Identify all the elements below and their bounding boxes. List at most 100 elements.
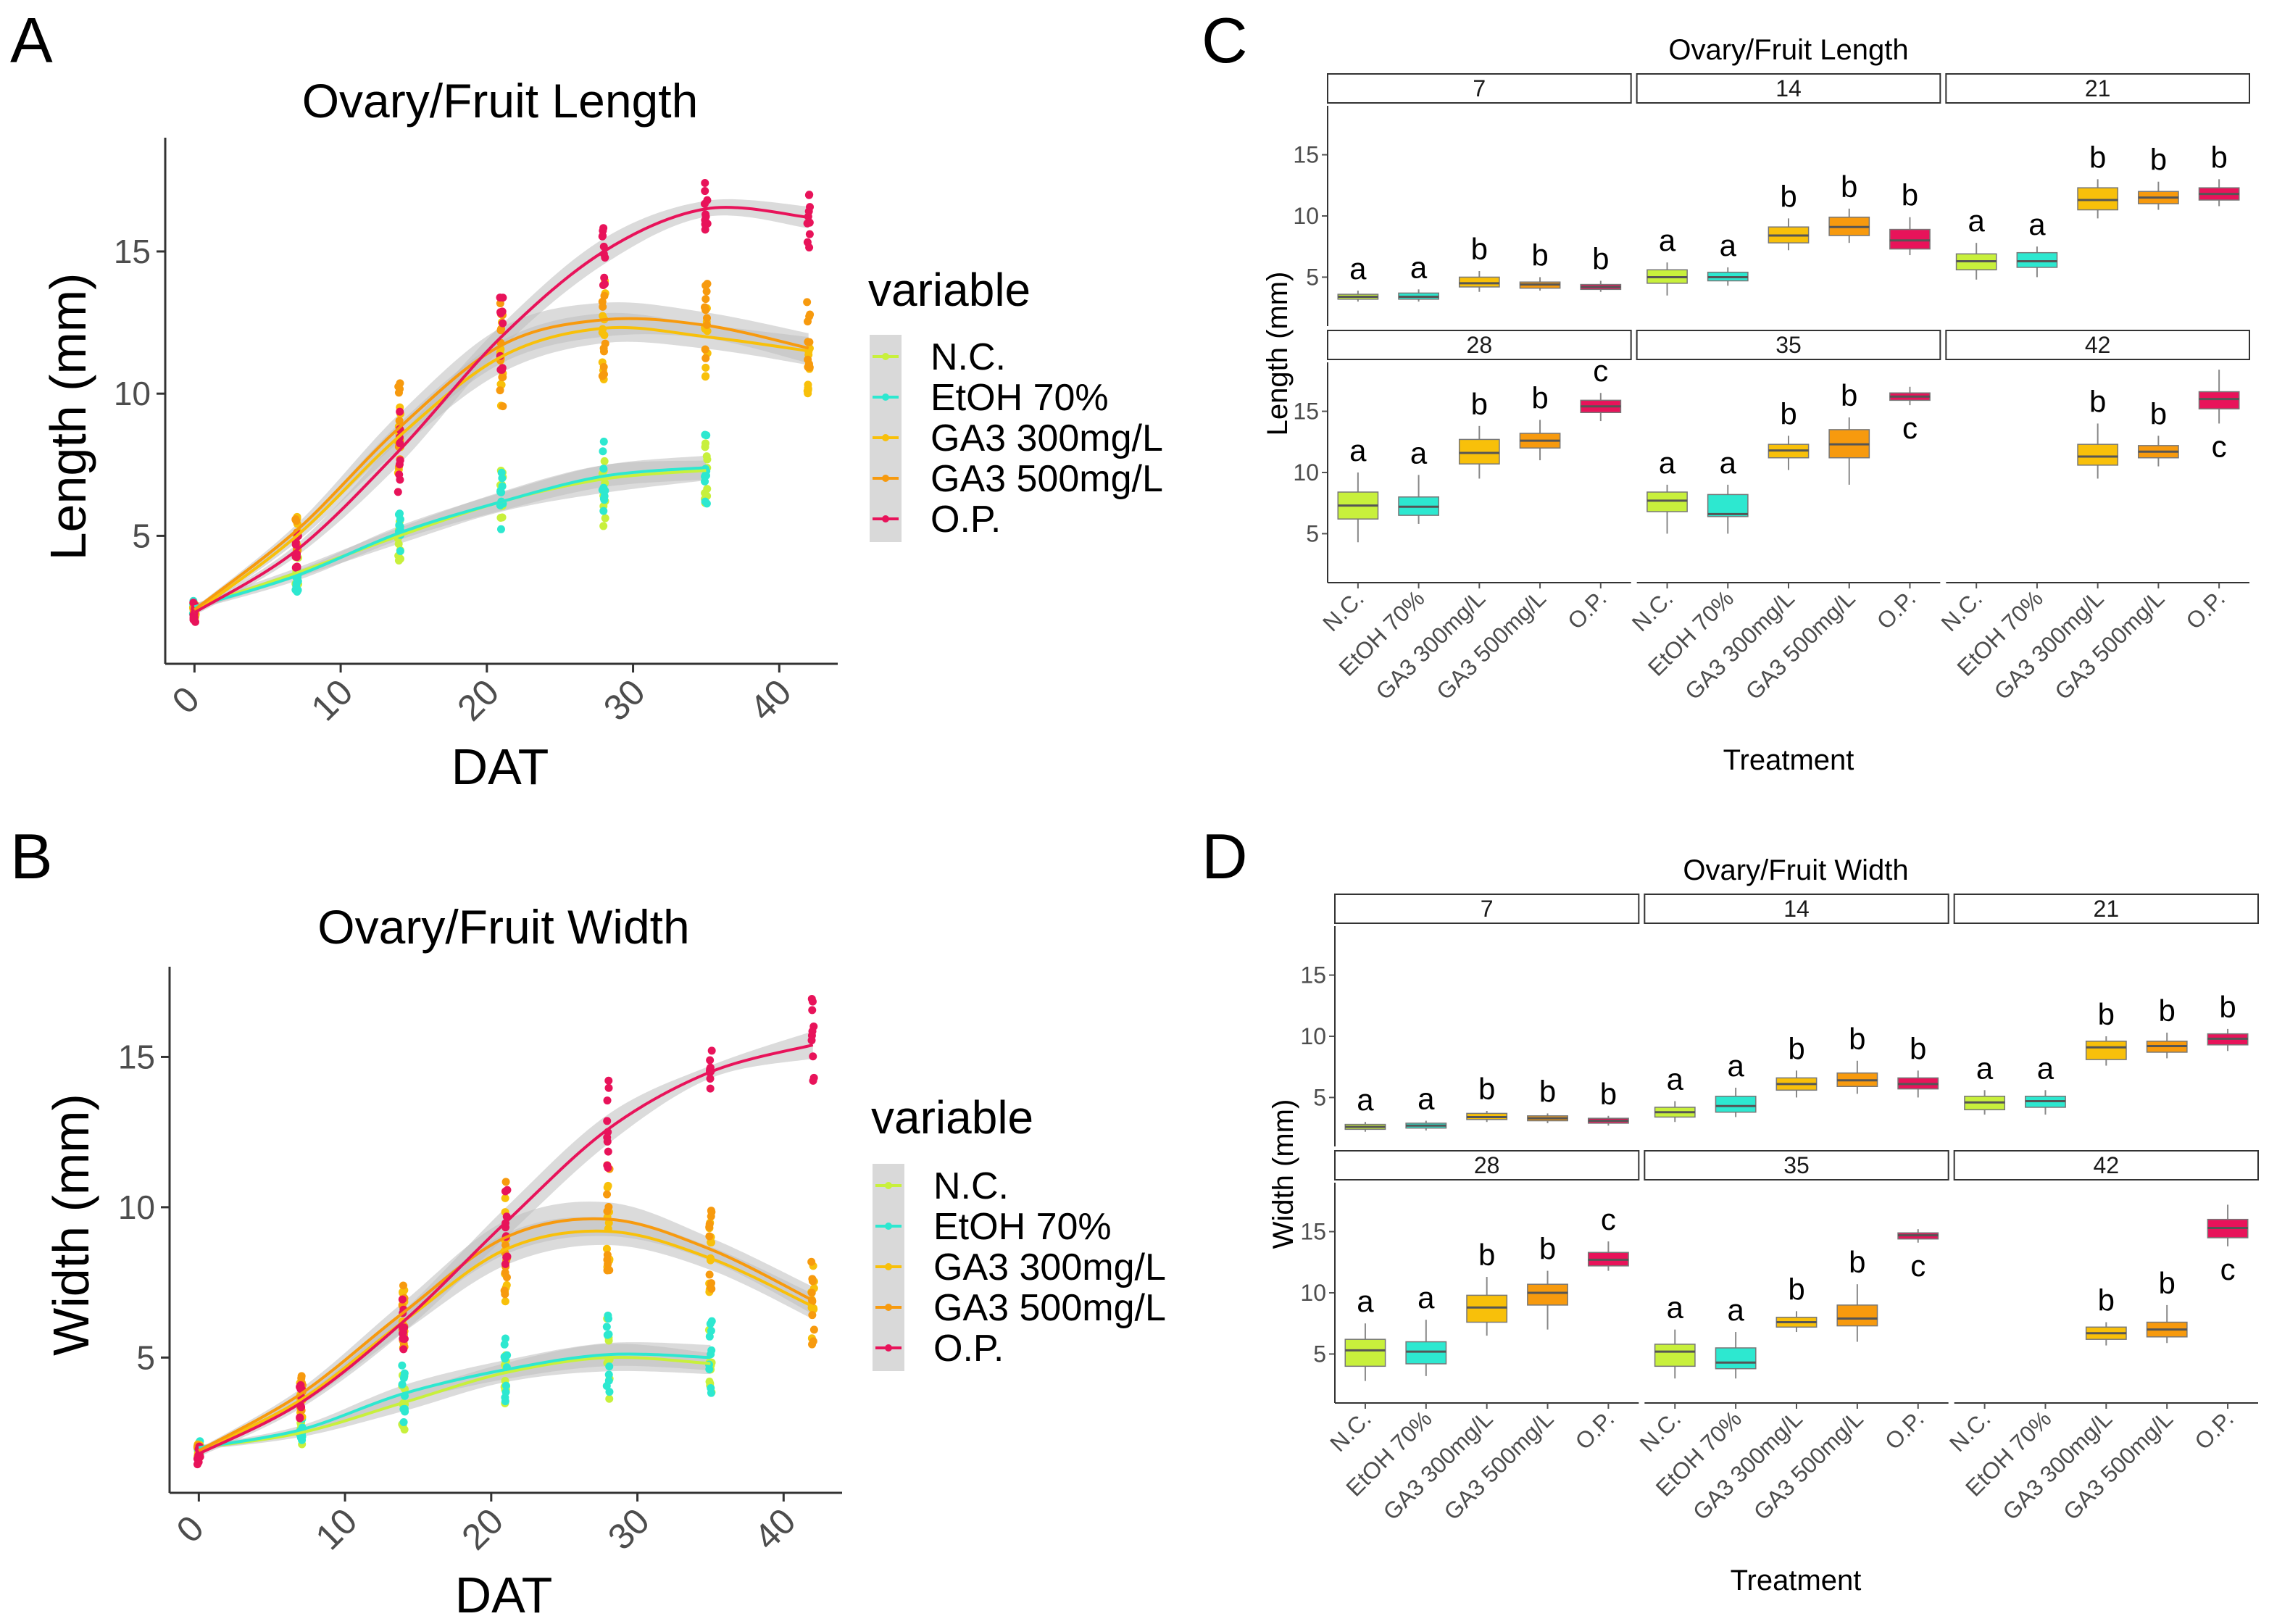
panel-a-point-ga3-300mg-l bbox=[600, 330, 609, 339]
significance-letter-ga3-300mg-l: b bbox=[1478, 1072, 1495, 1106]
panel-a-point-etoh-70 bbox=[496, 525, 505, 533]
panel-b-point-ga3-500mg-l bbox=[399, 1281, 407, 1290]
panel-a-point-o-p bbox=[396, 407, 404, 416]
significance-letter-o-p: c bbox=[2212, 429, 2227, 463]
panel-b-point-ga3-500mg-l bbox=[707, 1279, 716, 1288]
panel-b-point-ga3-500mg-l bbox=[807, 1257, 816, 1266]
panel-b-point-o-p bbox=[807, 1036, 816, 1045]
significance-letter-ga3-500mg-l: b bbox=[2159, 1266, 2176, 1300]
panel-b-title: Ovary/Fruit Width bbox=[317, 900, 689, 954]
facet-xtick-label: O.P. bbox=[1570, 1405, 1620, 1454]
panel-b-point-ga3-500mg-l bbox=[707, 1208, 716, 1217]
panel-a-point-ga3-500mg-l bbox=[394, 388, 403, 397]
panel-a-point-etoh-70 bbox=[498, 474, 507, 483]
panel-a-point-o-p bbox=[190, 613, 199, 622]
facet-ytick-label: 15 bbox=[1293, 399, 1319, 425]
panel-b-point-etoh-70 bbox=[705, 1332, 714, 1341]
significance-letter-etoh-70: a bbox=[1417, 1082, 1435, 1116]
panel-a-point-o-p bbox=[701, 179, 709, 188]
significance-letter-ga3-500mg-l: b bbox=[1531, 238, 1548, 272]
panel-b-point-ga3-500mg-l bbox=[705, 1232, 714, 1241]
panel-a-xlabel: DAT bbox=[451, 738, 549, 795]
panel-a-point-n-c bbox=[701, 443, 709, 451]
panel-a-point-o-p bbox=[805, 243, 814, 252]
panel-b-point-o-p bbox=[707, 1046, 716, 1055]
panel-b-point-ga3-500mg-l bbox=[808, 1275, 817, 1283]
panel-b-legend-title: variable bbox=[871, 1091, 1033, 1144]
panel-b-point-etoh-70 bbox=[298, 1432, 307, 1441]
panel-d-xlabel: Treatment bbox=[1731, 1565, 1862, 1596]
panel-a-point-ga3-500mg-l bbox=[498, 373, 507, 382]
facet-strip bbox=[1945, 73, 2250, 104]
panel-b-point-o-p bbox=[603, 1096, 612, 1105]
significance-letter-n-c: a bbox=[1349, 433, 1367, 467]
panel-b-point-etoh-70 bbox=[501, 1388, 510, 1396]
significance-letter-ga3-500mg-l: b bbox=[2150, 396, 2167, 430]
panel-a-point-ga3-500mg-l bbox=[804, 338, 812, 346]
panel-b-point-etoh-70 bbox=[604, 1370, 613, 1379]
panel-b-point-ga3-500mg-l bbox=[603, 1251, 612, 1259]
panel-a-point-n-c bbox=[498, 513, 507, 522]
significance-letter-ga3-300mg-l: b bbox=[2098, 997, 2115, 1031]
panel-a-point-ga3-500mg-l bbox=[599, 370, 608, 379]
legend-label-n-c: N.C. bbox=[931, 336, 1006, 378]
panel-a-xtick-label: 30 bbox=[596, 672, 653, 729]
legend-label-ga3-500mg-l: GA3 500mg/L bbox=[933, 1287, 1166, 1329]
panel-a-point-etoh-70 bbox=[396, 515, 404, 524]
facet-xtick-label: O.P. bbox=[1562, 585, 1612, 634]
panel-a-plot: 5 10 15 0 10 20 30 40 bbox=[114, 138, 838, 728]
facet-strip-label: 21 bbox=[2094, 896, 2120, 922]
significance-letter-o-p: c bbox=[1910, 1249, 1925, 1283]
panel-a-point-o-p bbox=[498, 364, 507, 372]
facet-xtick-label: N.C. bbox=[1317, 585, 1369, 636]
panel-a-point-ga3-500mg-l bbox=[803, 298, 812, 307]
panel-b-point-ga3-500mg-l bbox=[603, 1190, 612, 1199]
panel-a-point-n-c bbox=[703, 455, 712, 464]
significance-letter-n-c: a bbox=[1976, 1051, 1994, 1085]
panel-b-point-etoh-70 bbox=[707, 1384, 715, 1393]
facet-strip-label: 42 bbox=[2085, 332, 2111, 358]
legend-key-dot-etoh-70 bbox=[882, 393, 889, 401]
panel-b-point-etoh-70 bbox=[603, 1331, 612, 1339]
facet-xtick-label: O.P. bbox=[1880, 1405, 1929, 1454]
panel-a-point-etoh-70 bbox=[599, 507, 608, 515]
panel-b-point-etoh-70 bbox=[605, 1362, 614, 1371]
legend-label-ga3-500mg-l: GA3 500mg/L bbox=[931, 458, 1163, 500]
panel-a-point-etoh-70 bbox=[496, 486, 505, 495]
legend-key-dot-ga3-300mg-l bbox=[885, 1263, 892, 1270]
panel-b-xlabel: DAT bbox=[455, 1567, 553, 1623]
significance-letter-o-p: b bbox=[1592, 242, 1609, 276]
panel-b-point-ga3-500mg-l bbox=[297, 1374, 306, 1383]
panel-b-xtick-label: 20 bbox=[454, 1501, 511, 1558]
facet-xtick-label: GA3 500mg/L bbox=[1431, 585, 1551, 704]
panel-a-ribbon-etoh-70 bbox=[194, 455, 707, 610]
panel-a-point-ga3-500mg-l bbox=[703, 314, 712, 322]
significance-letter-n-c: a bbox=[1357, 1284, 1374, 1318]
facet-strip bbox=[1327, 73, 1632, 104]
legend-label-ga3-300mg-l: GA3 300mg/L bbox=[931, 417, 1163, 459]
panel-a-point-o-p bbox=[293, 563, 301, 572]
panel-b-point-o-p bbox=[399, 1328, 408, 1336]
facet-ytick-label: 5 bbox=[1313, 1084, 1326, 1110]
panel-a-point-o-p bbox=[396, 439, 404, 448]
panel-b-point-n-c bbox=[705, 1378, 714, 1386]
facet-strip bbox=[1327, 330, 1632, 360]
panel-b-point-ga3-300mg-l bbox=[604, 1181, 612, 1190]
panel-a-point-ga3-500mg-l bbox=[804, 359, 813, 368]
panel-b-point-ga3-500mg-l bbox=[500, 1286, 509, 1295]
panel-a-point-n-c bbox=[600, 457, 609, 465]
facet-strip-label: 35 bbox=[1783, 1152, 1810, 1178]
facet-ytick-label: 10 bbox=[1300, 1280, 1326, 1306]
panel-a-point-ga3-500mg-l bbox=[701, 295, 710, 304]
panel-a-point-etoh-70 bbox=[599, 465, 608, 473]
panel-label-b: B bbox=[10, 820, 53, 892]
panel-b-point-etoh-70 bbox=[399, 1418, 408, 1427]
facet-ytick-label: 10 bbox=[1293, 203, 1319, 229]
panel-b-point-o-p bbox=[604, 1147, 612, 1156]
facet-strip bbox=[1636, 73, 1941, 104]
facet-strip bbox=[1953, 1150, 2260, 1180]
legend-label-ga3-300mg-l: GA3 300mg/L bbox=[933, 1246, 1166, 1288]
box-ga3-300mg-l bbox=[1458, 438, 1500, 465]
panel-a-xtick-label: 0 bbox=[165, 678, 207, 721]
